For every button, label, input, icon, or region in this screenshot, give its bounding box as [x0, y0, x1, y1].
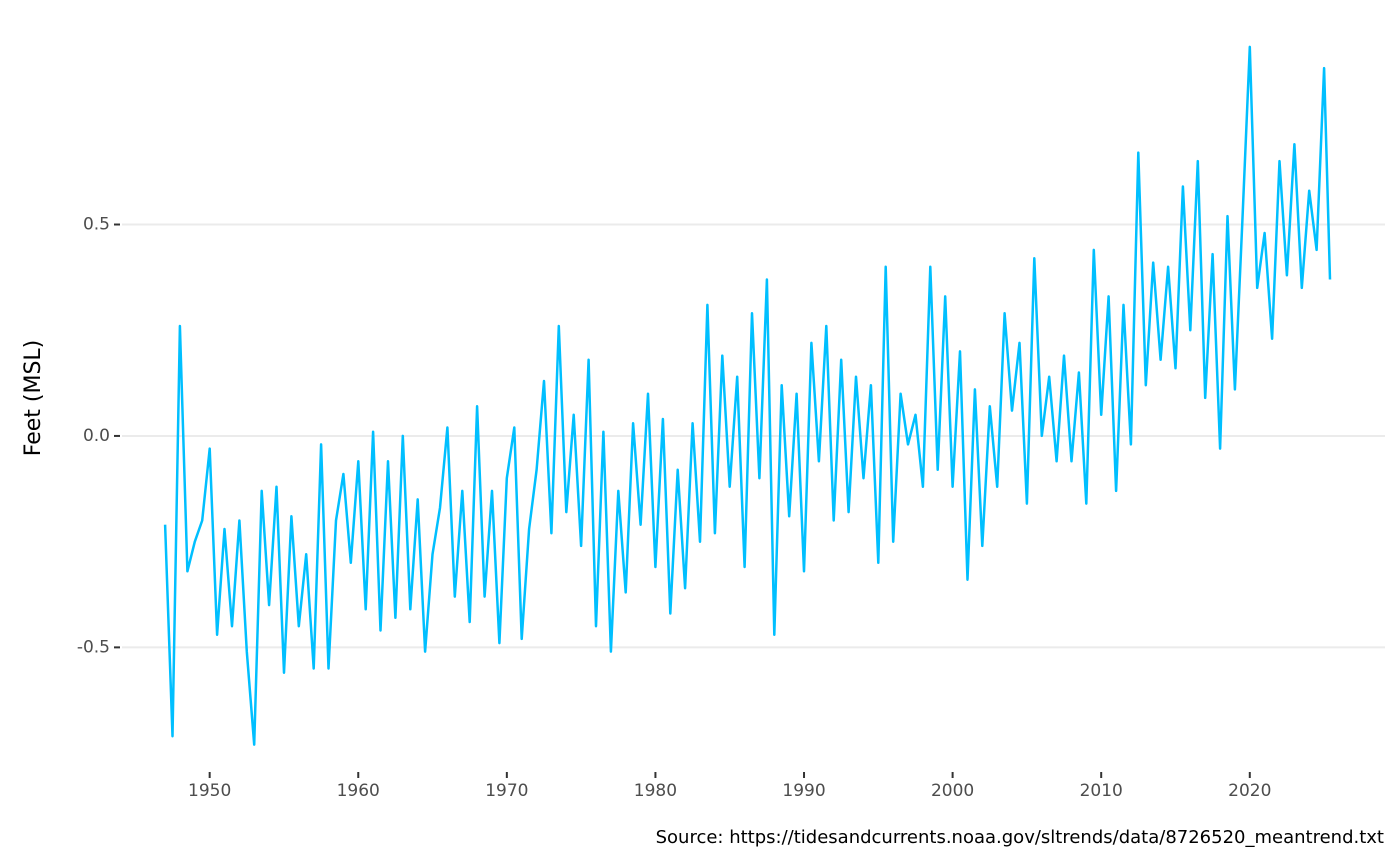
- y-tick-label: 0.0: [83, 426, 110, 446]
- x-tick-label: 2000: [931, 781, 974, 801]
- y-tick-label: 0.5: [83, 215, 110, 235]
- x-tick-label: 2020: [1228, 781, 1271, 801]
- data-line: [163, 45, 1332, 746]
- caption: Source: https://tidesandcurrents.noaa.go…: [656, 827, 1384, 848]
- x-tick-label: 1970: [485, 781, 528, 801]
- x-tick-label: 1950: [188, 781, 231, 801]
- x-tick-label: 1980: [634, 781, 677, 801]
- y-tick-label: -0.5: [77, 637, 110, 657]
- x-tick-label: 1960: [337, 781, 380, 801]
- x-tick-label: 2010: [1080, 781, 1123, 801]
- x-tick-label: 1990: [782, 781, 825, 801]
- y-axis-label: Feet (MSL): [21, 340, 46, 457]
